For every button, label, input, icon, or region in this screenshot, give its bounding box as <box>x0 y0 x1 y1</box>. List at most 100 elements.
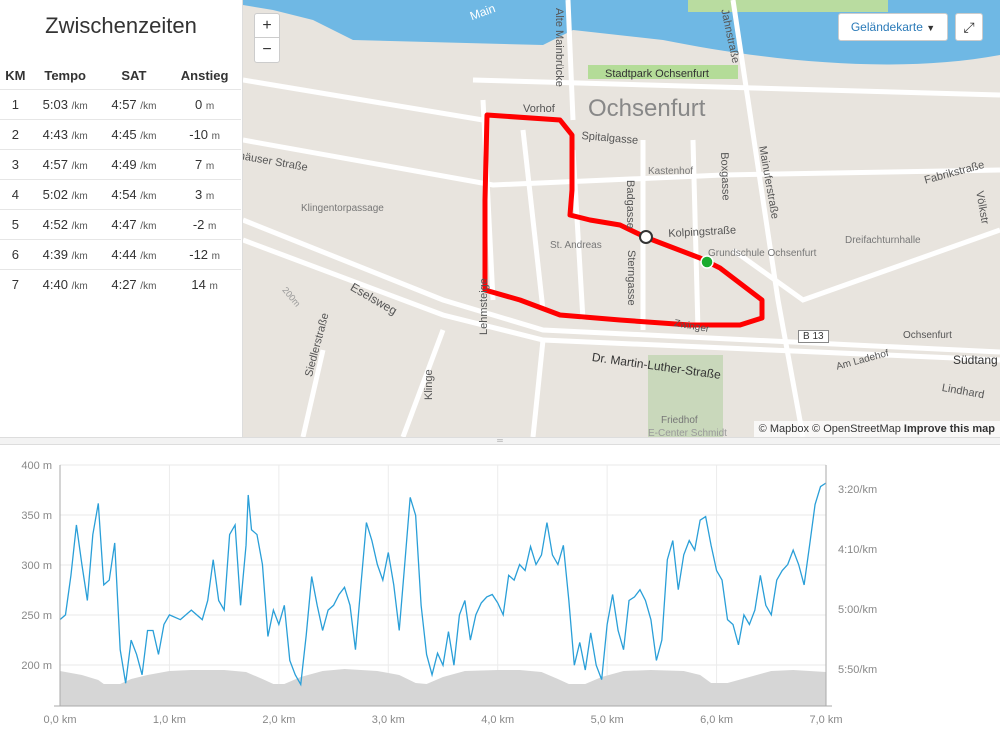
split-anstieg: 0 m <box>168 88 241 119</box>
map-label: St. Andreas <box>550 240 602 251</box>
split-km: 7 <box>0 268 31 299</box>
map-label: E-Center Schmidt <box>648 428 727 437</box>
split-tempo: 4:40 /km <box>30 268 100 299</box>
caret-down-icon: ▼ <box>926 23 936 33</box>
stadtpark <box>588 65 738 79</box>
split-tempo: 4:39 /km <box>30 238 100 269</box>
split-sat: 4:54 /km <box>99 178 169 209</box>
split-tempo: 4:57 /km <box>30 148 100 179</box>
river-main <box>243 0 1000 65</box>
split-sat: 4:45 /km <box>99 118 169 149</box>
split-sat: 4:44 /km <box>99 238 169 269</box>
split-anstieg: -12 m <box>168 238 241 269</box>
map-attribution: © Mapbox © OpenStreetMap Improve this ma… <box>753 421 1000 437</box>
splits-panel: Zwischenzeiten KM Tempo SAT Anstieg 1 5:… <box>0 0 243 437</box>
split-row: 1 5:03 /km 4:57 /km 0 m <box>0 88 241 119</box>
elevation-area <box>60 669 826 706</box>
map-label: Klingentorpassage <box>301 203 384 214</box>
split-row: 3 4:57 /km 4:49 /km 7 m <box>0 148 241 179</box>
split-tempo: 5:03 /km <box>30 88 100 119</box>
map-label: Boxgasse <box>718 152 732 201</box>
map-label: Badgasse <box>624 180 636 229</box>
split-km: 5 <box>0 208 31 239</box>
map-label: Vorhof <box>523 103 555 115</box>
split-km: 6 <box>0 238 31 269</box>
elevation-pace-chart: 400 m 350 m 300 m 250 m 200 m 0,0 km 1,0 km 2,0… <box>21 460 877 726</box>
x-tick-label: 5,0 km <box>591 714 624 726</box>
map-label: Kastenhof <box>648 166 694 177</box>
x-tick-label: 3,0 km <box>372 714 405 726</box>
map-layer-label: Geländekarte <box>850 20 923 34</box>
map-label: Dreifachturnhalle <box>845 235 921 246</box>
mapbox-link[interactable]: © Mapbox <box>758 423 809 435</box>
split-anstieg: 7 m <box>168 148 241 179</box>
y-right-tick-label: 4:10/km <box>838 544 877 556</box>
cemetery <box>648 355 723 437</box>
improve-map-link[interactable]: Improve this map <box>903 423 995 435</box>
map-label: Klinge <box>423 369 435 400</box>
x-tick-label: 6,0 km <box>700 714 733 726</box>
split-row: 4 5:02 /km 4:54 /km 3 m <box>0 178 241 209</box>
start-marker-icon <box>700 255 714 269</box>
split-sat: 4:57 /km <box>99 88 169 119</box>
y-left-tick-label: 300 m <box>21 560 52 572</box>
y-right-tick-label: 3:20/km <box>838 484 877 496</box>
map-label: Stadtpark Ochsenfurt <box>605 68 709 80</box>
map-layer-select[interactable]: Geländekarte ▼ <box>838 13 948 41</box>
osm-link[interactable]: © OpenStreetMap <box>812 423 901 435</box>
map-label: Friedhof <box>661 415 698 426</box>
map-label: Südtang <box>953 353 998 367</box>
col-tempo: Tempo <box>44 68 86 84</box>
split-sat: 4:27 /km <box>99 268 169 299</box>
split-anstieg: -10 m <box>168 118 241 149</box>
map-label: Lehmsteige <box>478 278 490 335</box>
col-km: KM <box>5 68 26 84</box>
y-right-tick-label: 5:50/km <box>838 664 877 676</box>
route-map[interactable]: Main Alte Mainbrücke Jahnstraße Stadtpark O… <box>243 0 1000 437</box>
split-km: 2 <box>0 118 31 149</box>
col-anstieg: Anstieg <box>180 68 229 84</box>
map-canvas <box>243 0 1000 437</box>
split-anstieg: 14 m <box>168 268 241 299</box>
split-tempo: 5:02 /km <box>30 178 100 209</box>
expand-icon: ⤢ <box>963 19 975 35</box>
zoom-in-button[interactable]: + <box>255 14 279 38</box>
park <box>688 0 888 12</box>
pace-line <box>59 482 827 687</box>
y-left-tick-label: 350 m <box>21 510 52 522</box>
y-left-tick-label: 400 m <box>21 460 52 472</box>
split-km: 4 <box>0 178 31 209</box>
map-label: Ochsenfurt <box>903 330 952 341</box>
map-label: Alte Mainbrücke <box>553 8 565 87</box>
split-tempo: 4:52 /km <box>30 208 100 239</box>
resize-handle[interactable]: ═ <box>0 437 1000 445</box>
x-tick-label: 2,0 km <box>262 714 295 726</box>
x-tick-label: 4,0 km <box>481 714 514 726</box>
splits-title: Zwischenzeiten <box>45 13 197 38</box>
zoom-out-button[interactable]: − <box>262 41 272 58</box>
map-label: Sterngasse <box>625 250 637 306</box>
map-label: Grundschule Ochsenfurt <box>708 248 817 259</box>
col-sat: SAT <box>121 68 147 84</box>
fullscreen-button[interactable]: ⤢ <box>955 13 983 41</box>
split-row: 6 4:39 /km 4:44 /km -12 m <box>0 238 241 269</box>
split-row: 2 4:43 /km 4:45 /km -10 m <box>0 118 241 149</box>
y-left-tick-label: 250 m <box>21 610 52 622</box>
map-label: Ochsenfurt <box>588 95 706 122</box>
split-anstieg: -2 m <box>168 208 241 239</box>
split-row: 5 4:52 /km 4:47 /km -2 m <box>0 208 241 239</box>
map-label: B 13 <box>798 330 829 343</box>
split-sat: 4:47 /km <box>99 208 169 239</box>
split-row: 7 4:40 /km 4:27 /km 14 m <box>0 268 241 299</box>
x-tick-label: 0,0 km <box>43 714 76 726</box>
splits-table: KM Tempo SAT Anstieg 1 5:03 /km 4:57 /km… <box>0 63 241 299</box>
y-left-tick-label: 200 m <box>21 660 52 672</box>
zoom-control: + − <box>254 13 280 63</box>
split-sat: 4:49 /km <box>99 148 169 179</box>
x-tick-label: 1,0 km <box>153 714 186 726</box>
x-tick-label: 7,0 km <box>809 714 842 726</box>
finish-flag-icon <box>639 230 653 244</box>
split-tempo: 4:43 /km <box>30 118 100 149</box>
split-anstieg: 3 m <box>168 178 241 209</box>
route-line <box>482 112 765 328</box>
